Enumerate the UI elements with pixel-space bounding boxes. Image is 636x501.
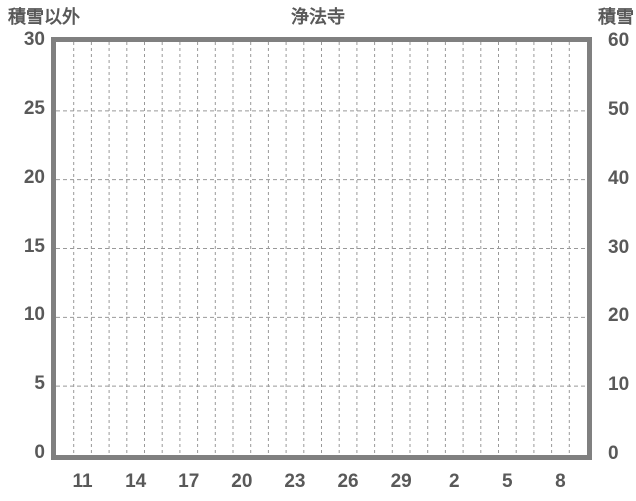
horizontal-gridlines <box>56 110 587 387</box>
x-tick-label: 5 <box>502 471 513 492</box>
left-axis-title: 積雪以外 <box>8 7 80 27</box>
x-tick-label: 14 <box>125 471 147 492</box>
x-tick-label: 2 <box>448 471 460 492</box>
y-right-tick-label: 10 <box>608 374 630 396</box>
y-left-tick-label: 10 <box>23 304 45 326</box>
y-right-tick-label: 40 <box>608 167 630 189</box>
y-right-tick-label: 20 <box>608 305 630 327</box>
y-right-tick-label: 30 <box>608 236 630 258</box>
x-tick-label: 23 <box>284 471 306 492</box>
x-tick-label: 20 <box>231 471 253 492</box>
x-tick-label: 17 <box>178 471 200 492</box>
chart-title: 浄法寺 <box>291 7 345 27</box>
x-tick-label: 11 <box>72 471 93 492</box>
y-left-tick-label: 25 <box>23 97 45 119</box>
y-right-tick-label: 0 <box>608 443 619 464</box>
y-left-tick-label: 20 <box>23 166 45 188</box>
y-left-tick-label: 0 <box>34 442 45 463</box>
gridlines <box>56 42 587 455</box>
x-tick-label: 8 <box>555 471 566 492</box>
plot-area <box>51 37 592 460</box>
y-right-tick-label: 60 <box>608 30 630 51</box>
y-left-tick-label: 30 <box>23 29 45 50</box>
x-tick-label: 29 <box>390 471 412 492</box>
right-axis-title: 積雪 <box>598 7 634 27</box>
y-left-tick-label: 5 <box>34 373 45 395</box>
y-left-tick-label: 15 <box>23 235 45 257</box>
x-tick-label: 26 <box>337 471 359 492</box>
y-right-tick-label: 50 <box>608 98 630 120</box>
